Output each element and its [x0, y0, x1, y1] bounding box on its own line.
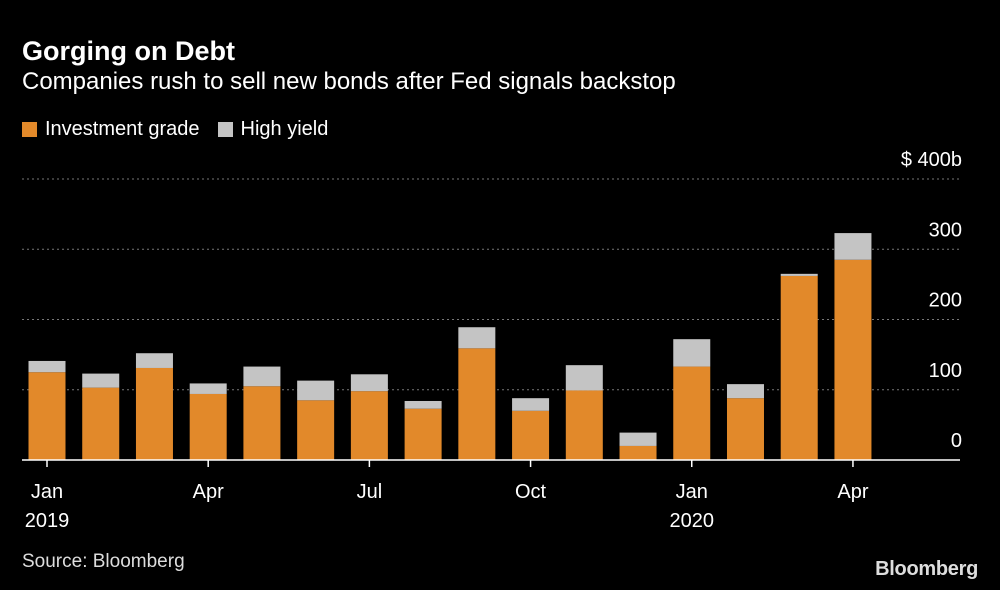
bar-high-yield — [458, 327, 496, 349]
legend-item-high-yield: High yield — [217, 118, 329, 141]
x-tick-label: Jan — [676, 481, 708, 503]
x-tick-year-label: 2019 — [25, 510, 70, 532]
bar-investment-grade — [243, 386, 281, 460]
bar-investment-grade — [619, 445, 657, 460]
y-tick-label: 300 — [929, 219, 962, 241]
bar-investment-grade — [780, 275, 818, 460]
y-tick-label: 0 — [951, 430, 962, 452]
bar-investment-grade — [726, 398, 764, 460]
bar-high-yield — [243, 366, 281, 387]
x-tick-label: Jan — [31, 481, 63, 503]
bar-investment-grade — [834, 259, 872, 460]
bloomberg-logo: Bloomberg — [875, 558, 978, 580]
legend-swatch-high-yield — [217, 122, 233, 137]
bar-high-yield — [189, 383, 227, 394]
x-axis: Jan 2019 Apr Jul Oct Jan 2020 Apr — [22, 459, 960, 532]
bar-investment-grade — [350, 391, 388, 460]
bar-high-yield — [297, 380, 335, 401]
bar-investment-grade — [28, 372, 66, 460]
legend: Investment grade High yield — [22, 118, 346, 141]
bar-high-yield — [565, 365, 603, 391]
bar-high-yield — [834, 233, 872, 260]
bar-investment-grade — [458, 348, 496, 460]
y-tick-label: $ 400b — [901, 149, 962, 171]
bar-investment-grade — [512, 410, 550, 460]
bar-high-yield — [82, 373, 120, 388]
x-tick-year-label: 2020 — [670, 510, 715, 532]
bar-high-yield — [404, 400, 442, 409]
source-note: Source: Bloomberg — [22, 551, 185, 572]
bar-investment-grade — [189, 393, 227, 460]
chart-subtitle: Companies rush to sell new bonds after F… — [22, 68, 676, 95]
bar-high-yield — [673, 339, 711, 367]
bar-investment-grade — [404, 408, 442, 460]
legend-swatch-investment-grade — [22, 122, 37, 137]
bar-investment-grade — [565, 390, 603, 460]
bar-high-yield — [512, 398, 550, 411]
bar-investment-grade — [135, 367, 173, 460]
x-tick-label: Apr — [193, 481, 224, 503]
x-tick-label: Jul — [357, 481, 383, 503]
x-tick-label: Apr — [837, 481, 868, 503]
legend-label-high-yield: High yield — [240, 118, 329, 140]
legend-label-investment-grade: Investment grade — [45, 118, 200, 140]
y-tick-label: 200 — [929, 290, 962, 312]
bar-high-yield — [780, 273, 818, 276]
bar-investment-grade — [673, 366, 711, 460]
bar-high-yield — [726, 384, 764, 399]
bars — [28, 233, 872, 460]
bar-high-yield — [28, 360, 66, 373]
bar-high-yield — [135, 353, 173, 368]
bar-investment-grade — [82, 387, 120, 460]
legend-item-investment-grade: Investment grade — [22, 118, 200, 141]
y-axis: 0 100 200 300 $ 400b — [901, 149, 962, 452]
x-tick-label: Oct — [515, 481, 547, 503]
bar-high-yield — [619, 432, 657, 446]
chart-title: Gorging on Debt — [22, 36, 235, 66]
y-tick-label: 100 — [929, 360, 962, 382]
bar-investment-grade — [297, 400, 335, 460]
bar-high-yield — [350, 374, 388, 392]
